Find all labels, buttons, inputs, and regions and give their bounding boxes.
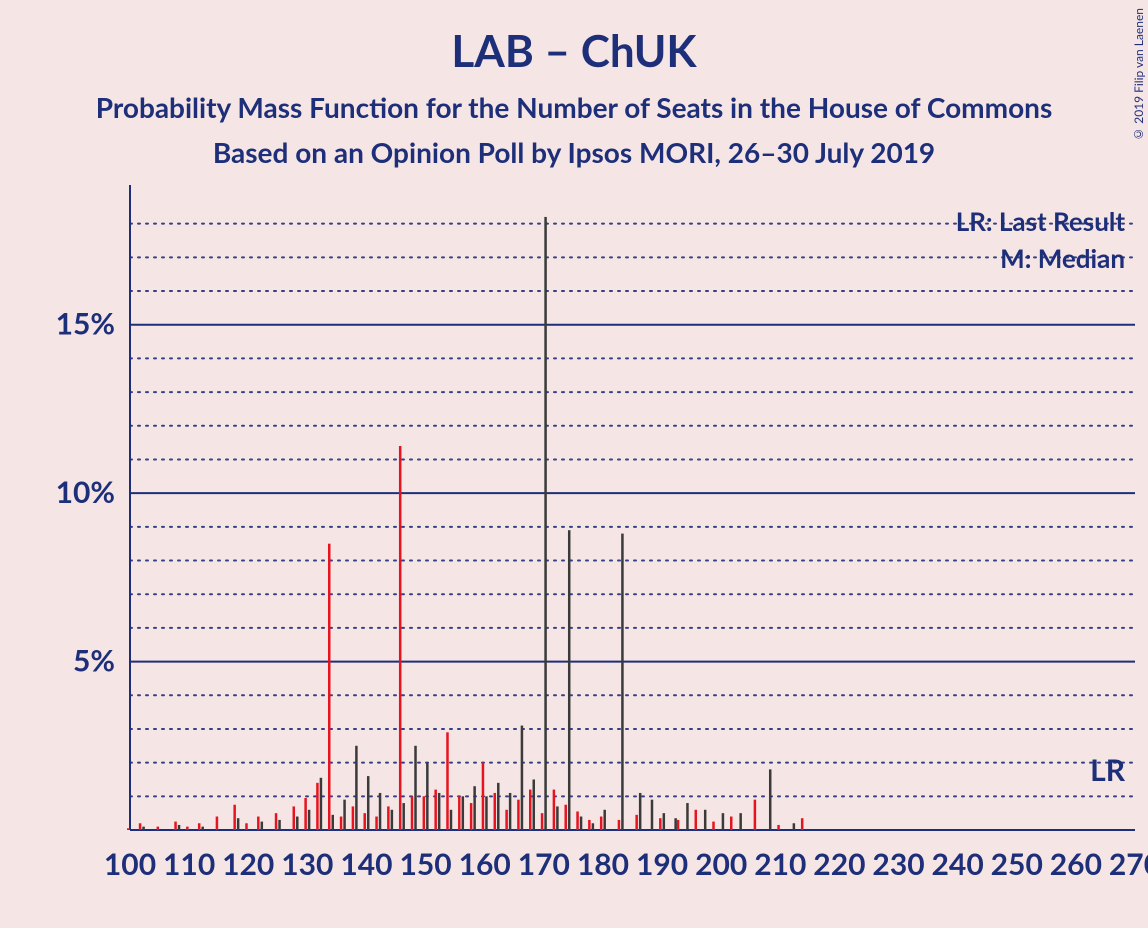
- svg-text:210: 210: [754, 846, 806, 882]
- legend-last-result: LR: Last Result: [956, 205, 1125, 237]
- svg-text:250: 250: [991, 846, 1043, 882]
- chart-subtitle-1: Probability Mass Function for the Number…: [0, 90, 1148, 124]
- svg-text:10%: 10%: [56, 474, 115, 510]
- svg-text:15%: 15%: [56, 306, 115, 342]
- svg-text:100: 100: [104, 846, 156, 882]
- copyright-text: © 2019 Filip van Laenen: [1131, 8, 1146, 142]
- svg-text:220: 220: [813, 846, 865, 882]
- svg-text:180: 180: [577, 846, 629, 882]
- svg-text:120: 120: [222, 846, 274, 882]
- axis-marker-lr: LR: [1090, 752, 1125, 788]
- svg-text:230: 230: [872, 846, 924, 882]
- svg-text:200: 200: [695, 846, 747, 882]
- svg-text:140: 140: [340, 846, 392, 882]
- legend-median: M: Median: [1000, 242, 1125, 274]
- chart-title: LAB – ChUK: [0, 25, 1148, 77]
- svg-text:240: 240: [932, 846, 984, 882]
- svg-text:260: 260: [1050, 846, 1102, 882]
- svg-text:5%: 5%: [73, 643, 115, 679]
- svg-text:110: 110: [163, 846, 215, 882]
- svg-text:270: 270: [1109, 846, 1148, 882]
- svg-text:190: 190: [636, 846, 688, 882]
- svg-text:150: 150: [399, 846, 451, 882]
- svg-text:160: 160: [459, 846, 511, 882]
- svg-text:130: 130: [281, 846, 333, 882]
- chart-subtitle-2: Based on an Opinion Poll by Ipsos MORI, …: [0, 135, 1148, 169]
- svg-text:170: 170: [518, 846, 570, 882]
